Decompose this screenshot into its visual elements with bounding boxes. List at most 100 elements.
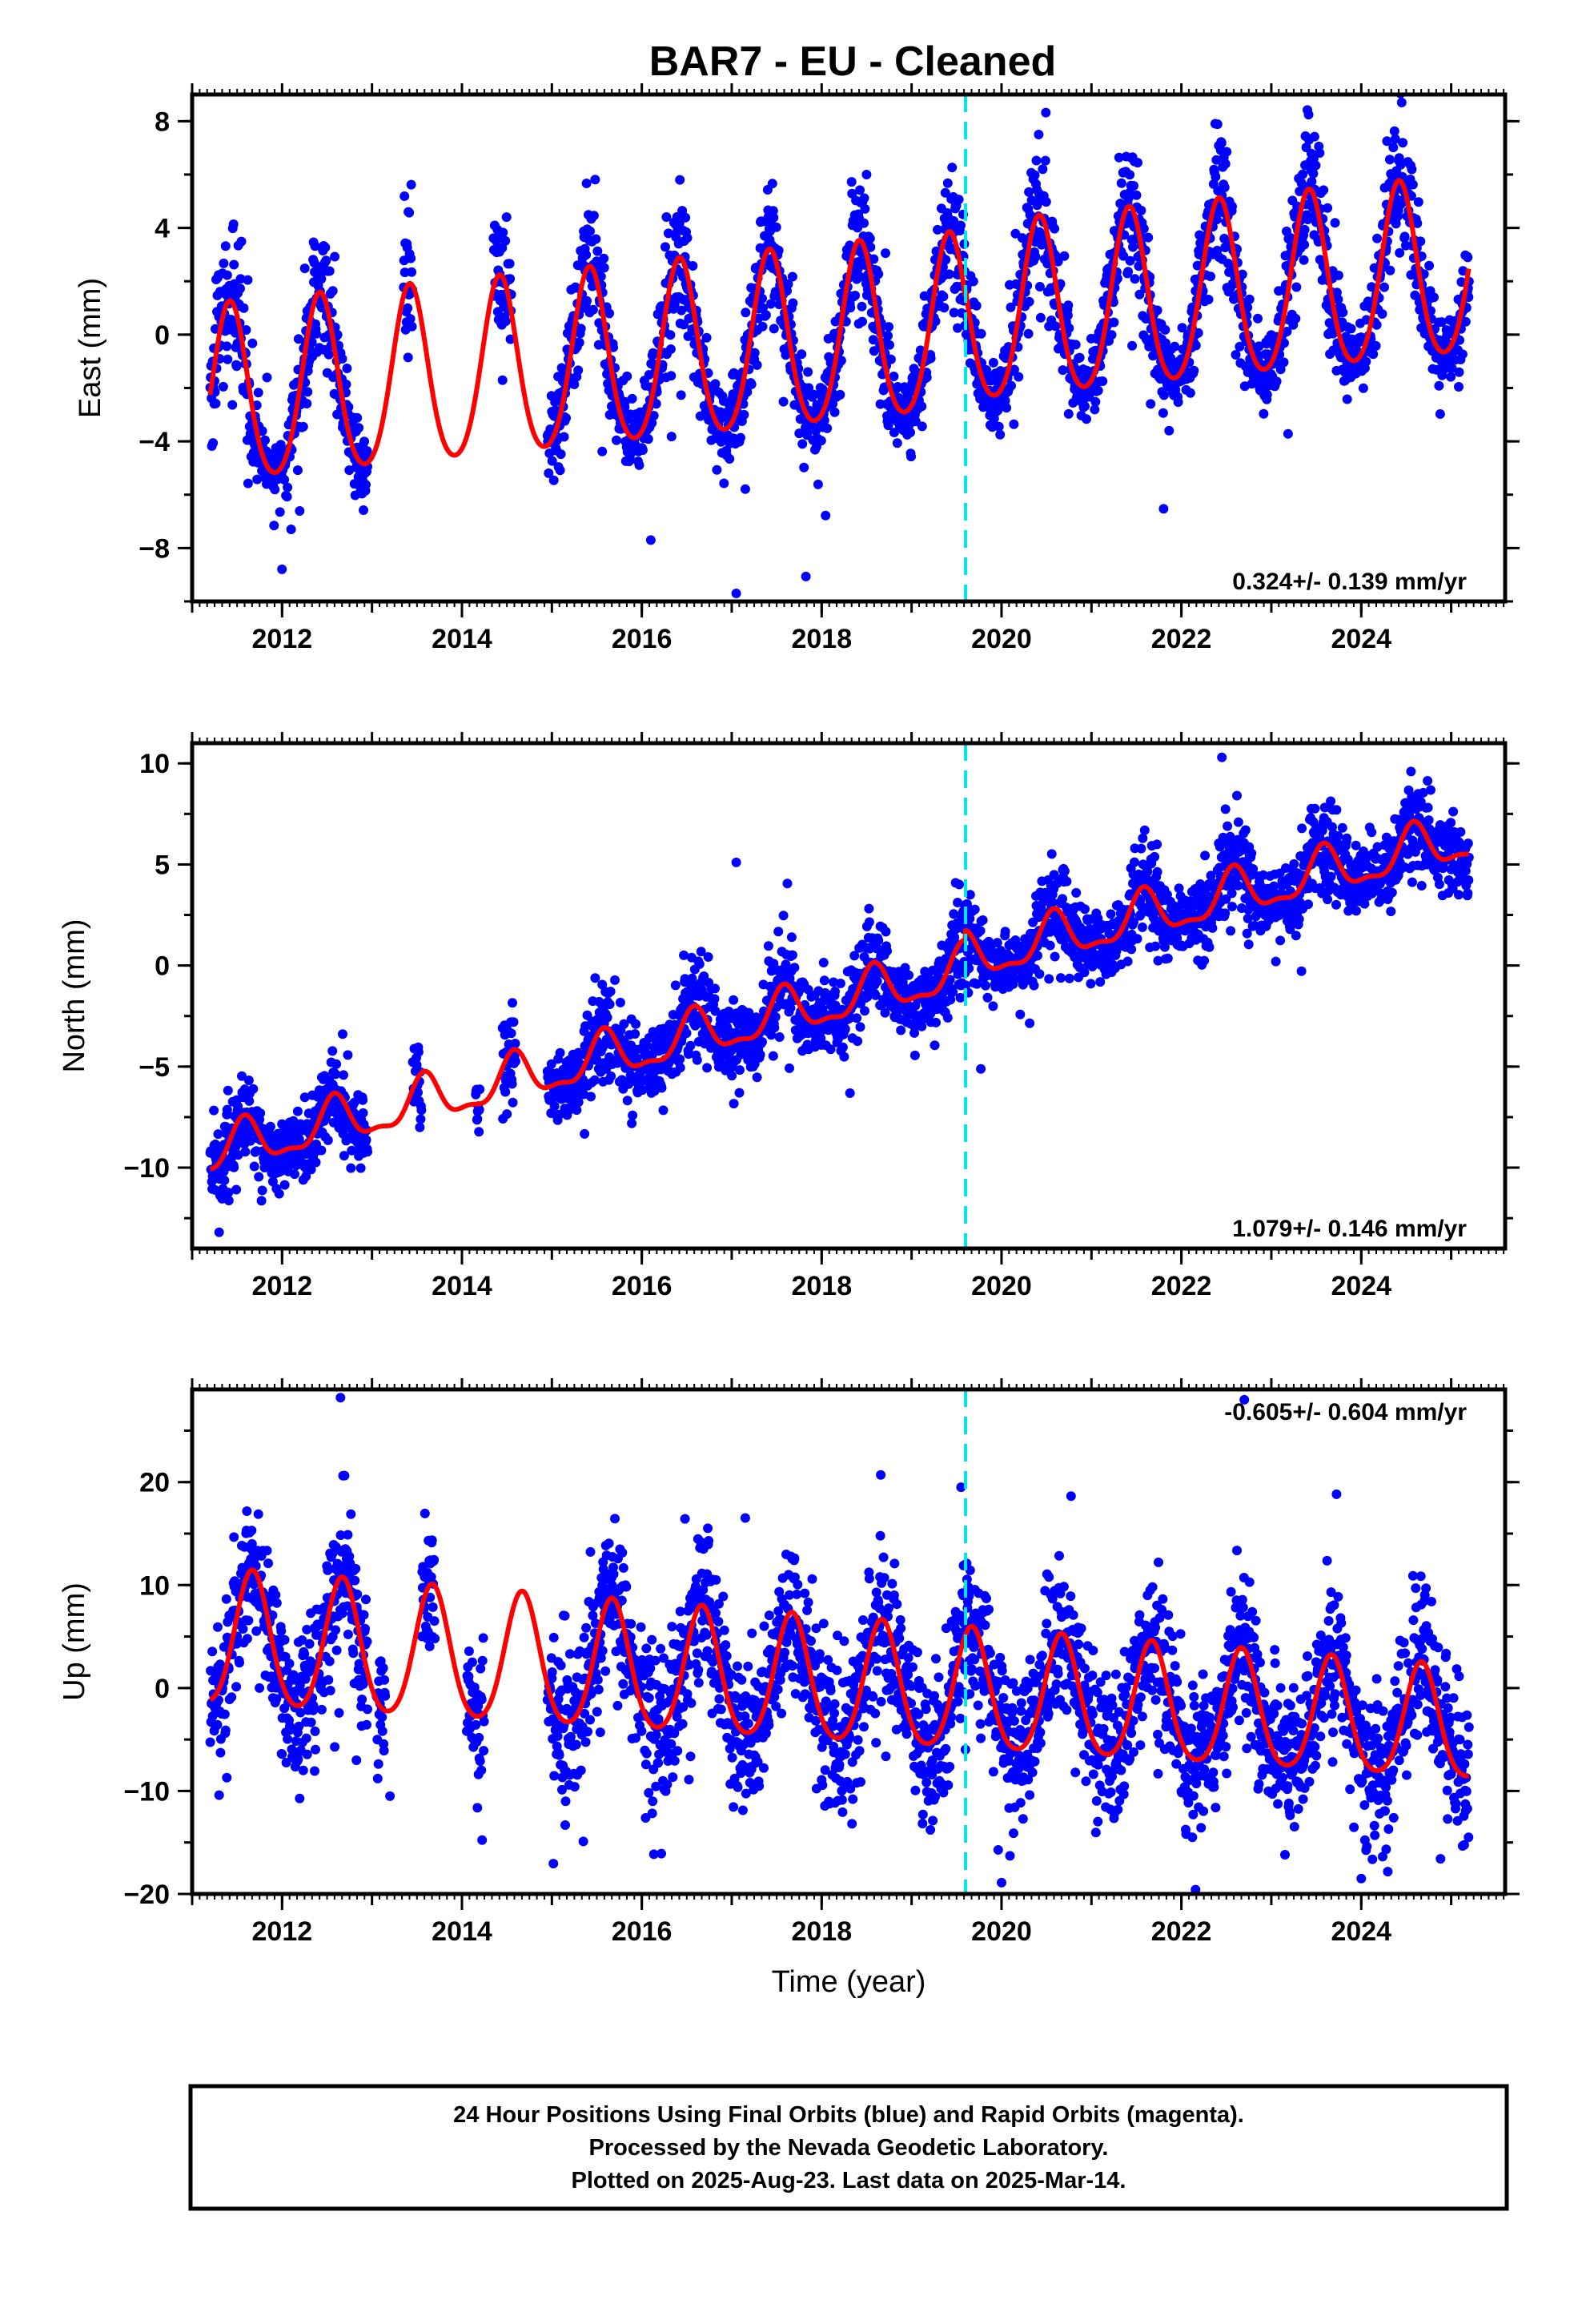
east-data-point xyxy=(801,571,811,581)
east-data-point xyxy=(1307,176,1317,187)
east-data-point xyxy=(663,228,673,239)
east-data-point xyxy=(740,484,750,494)
east-data-point xyxy=(1041,107,1051,118)
east-data-point xyxy=(1262,389,1272,400)
east-data-point xyxy=(648,411,659,420)
east-data-point xyxy=(857,316,867,327)
east-data-point xyxy=(701,332,712,343)
east-data-point xyxy=(665,330,676,340)
north-data-point xyxy=(323,1135,333,1145)
east-data-point xyxy=(1424,260,1435,271)
east-data-point xyxy=(1235,341,1245,352)
north-data-point xyxy=(604,999,615,1010)
north-data-point xyxy=(274,1188,284,1199)
east-data-point xyxy=(599,253,609,263)
east-data-point xyxy=(1024,296,1034,307)
east-data-point xyxy=(407,321,417,332)
east-data-point xyxy=(889,372,899,381)
east-data-point xyxy=(1131,190,1142,200)
east-data-point xyxy=(905,428,915,437)
east-data-point xyxy=(604,308,615,319)
east-outlier-point xyxy=(1396,98,1407,107)
east-data-point xyxy=(588,211,599,221)
east-data-point xyxy=(1014,372,1024,382)
east-y-tick-label: −8 xyxy=(139,533,170,564)
east-data-point xyxy=(787,271,797,282)
east-data-point xyxy=(1116,178,1126,188)
east-data-point xyxy=(1454,382,1464,392)
north-data-point xyxy=(502,1109,512,1120)
east-data-point xyxy=(1285,233,1295,243)
north-data-point xyxy=(787,950,797,960)
east-data-point xyxy=(1412,218,1423,228)
east-data-point xyxy=(771,222,781,232)
east-data-point xyxy=(220,241,231,251)
east-data-point xyxy=(341,380,351,389)
east-data-point xyxy=(821,510,831,521)
north-y-tick-label: 5 xyxy=(155,850,170,880)
east-data-point xyxy=(868,335,878,345)
north-data-point xyxy=(289,1169,299,1180)
east-data-point xyxy=(320,243,331,252)
north-data-point xyxy=(511,1056,520,1067)
north-data-point xyxy=(786,932,797,943)
east-data-point xyxy=(405,314,416,324)
north-data-point xyxy=(839,1051,849,1062)
east-data-point xyxy=(956,220,966,231)
east-data-point xyxy=(993,405,1003,416)
east-data-point xyxy=(1303,215,1313,224)
east-x-tick-label: 2016 xyxy=(612,624,673,654)
north-data-point xyxy=(249,1161,259,1172)
east-data-point xyxy=(1212,119,1223,130)
east-data-point xyxy=(1282,327,1292,336)
north-data-point xyxy=(605,987,616,997)
north-data-point xyxy=(729,1099,739,1109)
north-data-point xyxy=(358,1108,368,1118)
east-data-point xyxy=(761,310,771,320)
east-data-point xyxy=(581,250,592,260)
north-data-point xyxy=(855,1022,865,1032)
north-data-point xyxy=(752,1072,762,1083)
east-data-point xyxy=(406,179,416,190)
east-data-point xyxy=(1023,328,1034,339)
east-x-tick-label: 2024 xyxy=(1331,624,1391,654)
north-data-point xyxy=(343,1050,353,1060)
east-data-point xyxy=(1388,143,1399,153)
east-data-point xyxy=(829,407,840,417)
east-data-point xyxy=(1220,159,1231,169)
north-data-point xyxy=(675,1063,685,1073)
east-data-point xyxy=(406,253,416,263)
east-data-point xyxy=(1303,110,1314,120)
east-data-point xyxy=(1253,313,1263,324)
east-data-point xyxy=(277,564,287,574)
east-data-point xyxy=(1158,408,1168,418)
east-data-point xyxy=(989,413,999,424)
east-data-point xyxy=(746,379,757,389)
east-data-point xyxy=(1407,179,1418,190)
north-data-point xyxy=(845,1088,855,1098)
east-data-point xyxy=(1058,365,1068,376)
north-data-point xyxy=(555,1047,565,1058)
east-data-point xyxy=(1333,270,1343,280)
east-data-point xyxy=(892,438,902,448)
east-data-point xyxy=(1457,349,1468,360)
north-data-point xyxy=(685,1040,696,1051)
east-data-point xyxy=(1064,323,1074,333)
east-data-point xyxy=(1138,223,1149,234)
east-data-point xyxy=(769,324,779,334)
east-data-point xyxy=(1063,408,1074,419)
north-data-point xyxy=(606,1071,616,1081)
north-data-point xyxy=(734,1088,745,1098)
north-data-point xyxy=(338,1029,347,1039)
east-data-point xyxy=(719,478,729,489)
east-data-point xyxy=(883,420,893,431)
chart-title: BAR7 - EU - Cleaned xyxy=(649,38,1057,85)
east-data-point xyxy=(1070,340,1081,350)
east-y-tick-label: 4 xyxy=(155,214,170,244)
east-data-point xyxy=(1361,356,1371,367)
east-x-tick-label: 2022 xyxy=(1151,624,1212,654)
east-data-point xyxy=(1193,328,1203,338)
north-data-point xyxy=(840,1023,850,1034)
east-data-point xyxy=(846,177,857,187)
east-data-point xyxy=(324,266,335,276)
